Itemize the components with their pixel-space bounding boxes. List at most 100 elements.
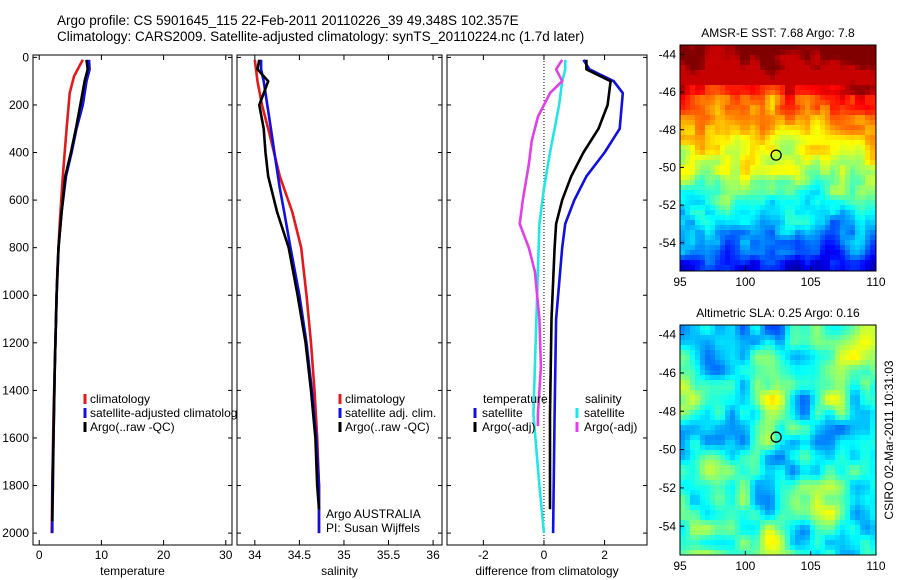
heatmap-cell	[695, 265, 701, 271]
heatmap-cell	[770, 400, 776, 406]
heatmap-cell	[760, 85, 766, 91]
heatmap-cell	[815, 155, 821, 161]
heatmap-cell	[840, 345, 846, 351]
heatmap-cell	[770, 380, 776, 386]
heatmap-cell	[800, 50, 806, 56]
heatmap-cell	[780, 360, 786, 366]
heatmap-cell	[680, 530, 686, 536]
heatmap-cell	[795, 190, 801, 196]
heatmap-cell	[765, 450, 771, 456]
heatmap-cell	[845, 245, 851, 251]
heatmap-cell	[765, 175, 771, 181]
heatmap-cell	[815, 465, 821, 471]
heatmap-cell	[710, 195, 716, 201]
heatmap-cell	[740, 130, 746, 136]
heatmap-cell	[700, 400, 706, 406]
heatmap-cell	[765, 260, 771, 266]
heatmap-cell	[765, 110, 771, 116]
heatmap-cell	[870, 85, 876, 91]
heatmap-cell	[680, 385, 686, 391]
heatmap-cell	[850, 115, 856, 121]
heatmap-cell	[785, 375, 791, 381]
heatmap-cell	[815, 80, 821, 86]
heatmap-cell	[855, 495, 861, 501]
heatmap-cell	[835, 355, 841, 361]
heatmap-cell	[745, 130, 751, 136]
heatmap-cell	[755, 420, 761, 426]
heatmap-cell	[870, 485, 876, 491]
heatmap-cell	[810, 105, 816, 111]
heatmap-cell	[780, 230, 786, 236]
heatmap-cell	[785, 85, 791, 91]
x-tick-label: 0	[541, 548, 548, 562]
heatmap-cell	[690, 170, 696, 176]
heatmap-cell	[720, 355, 726, 361]
heatmap-cell	[690, 95, 696, 101]
heatmap-cell	[715, 95, 721, 101]
heatmap-cell	[860, 250, 866, 256]
heatmap-cell	[750, 395, 756, 401]
heatmap-cell	[835, 385, 841, 391]
heatmap-cell	[785, 340, 791, 346]
heatmap-cell	[860, 160, 866, 166]
heatmap-cell	[805, 180, 811, 186]
heatmap-cell	[845, 530, 851, 536]
heatmap-cell	[790, 465, 796, 471]
heatmap-cell	[705, 415, 711, 421]
heatmap-cell	[770, 535, 776, 541]
heatmap-cell	[785, 265, 791, 271]
heatmap-cell	[790, 510, 796, 516]
heatmap-cell	[755, 425, 761, 431]
heatmap-cell	[710, 265, 716, 271]
heatmap-cell	[860, 235, 866, 241]
heatmap-cell	[720, 175, 726, 181]
heatmap-cell	[795, 470, 801, 476]
heatmap-cell	[735, 435, 741, 441]
heatmap-cell	[690, 130, 696, 136]
heatmap-cell	[820, 470, 826, 476]
heatmap-cell	[820, 115, 826, 121]
heatmap-cell	[840, 375, 846, 381]
heatmap-cell	[805, 220, 811, 226]
heatmap-cell	[715, 260, 721, 266]
heatmap-cell	[715, 410, 721, 416]
heatmap-cell	[750, 90, 756, 96]
heatmap-cell	[775, 215, 781, 221]
heatmap-cell	[715, 80, 721, 86]
heatmap-cell	[680, 180, 686, 186]
heatmap-cell	[730, 105, 736, 111]
heatmap-cell	[775, 480, 781, 486]
heatmap-cell	[835, 200, 841, 206]
heatmap-cell	[795, 375, 801, 381]
heatmap-cell	[825, 540, 831, 546]
heatmap-cell	[715, 390, 721, 396]
heatmap-cell	[790, 95, 796, 101]
heatmap-cell	[710, 550, 716, 555]
heatmap-cell	[845, 475, 851, 481]
heatmap-cell	[805, 150, 811, 156]
heatmap-cell	[820, 210, 826, 216]
heatmap-cell	[760, 60, 766, 66]
heatmap-cell	[730, 340, 736, 346]
heatmap-cell	[830, 165, 836, 171]
heatmap-cell	[725, 400, 731, 406]
heatmap-cell	[815, 545, 821, 551]
heatmap-cell	[760, 550, 766, 555]
heatmap-cell	[715, 375, 721, 381]
heatmap-cell	[835, 525, 841, 531]
heatmap-cell	[795, 170, 801, 176]
heatmap-cell	[825, 75, 831, 81]
heatmap-cell	[770, 145, 776, 151]
heatmap-cell	[735, 450, 741, 456]
heatmap-cell	[745, 260, 751, 266]
heatmap-cell	[765, 195, 771, 201]
heatmap-cell	[800, 520, 806, 526]
heatmap-cell	[695, 340, 701, 346]
heatmap-cell	[725, 240, 731, 246]
heatmap-cell	[710, 385, 716, 391]
heatmap-cell	[730, 450, 736, 456]
heatmap-cell	[810, 500, 816, 506]
heatmap-cell	[685, 135, 691, 141]
heatmap-cell	[815, 450, 821, 456]
heatmap-cell	[865, 385, 871, 391]
